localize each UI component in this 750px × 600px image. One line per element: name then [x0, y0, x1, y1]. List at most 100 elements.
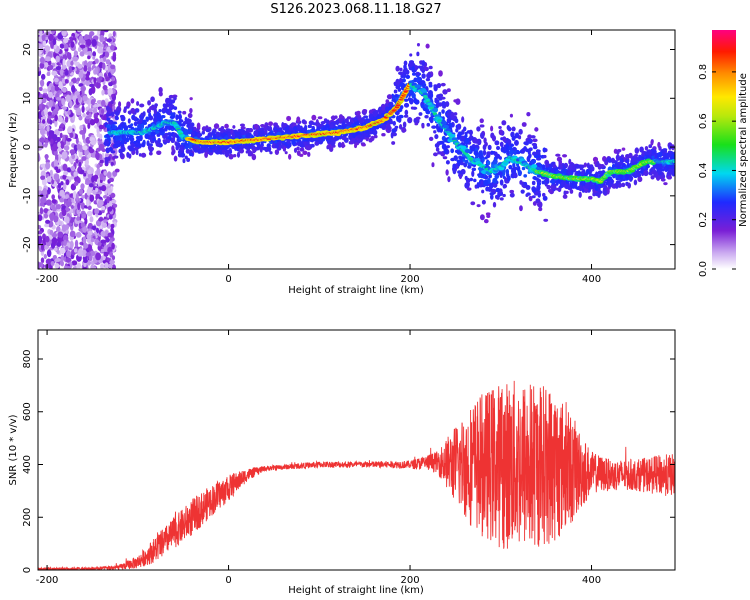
spectrogram-halo-cell	[153, 107, 158, 115]
spectrogram-noise-cell	[86, 62, 92, 69]
spectrogram-halo-cell	[362, 108, 368, 114]
spectrogram-noise-cell	[41, 97, 47, 104]
spectrogram-ridge-cell	[440, 120, 447, 125]
spectrogram-noise-cell	[64, 79, 69, 84]
spectrogram-halo-cell	[142, 111, 146, 117]
spectrogram-halo-cell	[580, 170, 585, 175]
spectrogram-halo-cell	[531, 142, 537, 147]
spectrogram-halo-cell	[450, 114, 455, 119]
spectrogram-halo-cell	[461, 116, 465, 123]
spectrogram-halo-cell	[150, 96, 155, 103]
spectrogram-halo-cell	[420, 104, 426, 109]
spectrogram-halo-cell	[186, 118, 192, 124]
spectrogram-noise-cell	[100, 230, 106, 237]
spectrogram-halo-cell	[455, 98, 461, 105]
spectrogram-halo-cell	[310, 143, 315, 148]
spectrogram-halo-cell	[531, 180, 536, 186]
spectrogram-noise-cell	[87, 55, 91, 60]
spectrogram-noise-cell	[62, 174, 67, 180]
spectrogram-halo-cell	[130, 123, 134, 127]
spectrogram-halo-cell	[111, 93, 115, 98]
spectrogram-halo-cell	[485, 212, 491, 216]
spectrogram-halo-cell	[481, 157, 485, 163]
spectrogram-noise-cell	[53, 159, 58, 166]
spectrogram-noise-cell	[51, 232, 58, 238]
spectrogram-noise-cell	[49, 169, 53, 176]
spectrogram-noise-cell	[75, 136, 79, 145]
spectrogram-halo-cell	[424, 115, 429, 119]
spectrogram-halo-cell	[395, 65, 400, 72]
spectrogram-noise-cell	[41, 110, 45, 117]
spectrogram-halo-cell	[660, 178, 666, 182]
spectrogram-halo-cell	[452, 163, 457, 169]
spectrogram-noise-cell	[79, 188, 84, 195]
spectrogram-noise-cell	[77, 250, 83, 257]
spectrogram-halo-cell	[479, 214, 485, 221]
spectrogram-halo-cell	[491, 135, 497, 142]
spectrogram-noise-cell	[59, 189, 65, 197]
spectrogram-halo-cell	[402, 121, 407, 128]
spectrogram-noise-cell	[81, 213, 86, 219]
spectrogram-noise-cell	[42, 39, 47, 47]
spectrogram-halo-cell	[497, 191, 501, 198]
spectrogram-halo-cell	[403, 98, 409, 102]
spectrogram-noise-cell	[63, 145, 70, 151]
spectrogram-halo-cell	[162, 103, 167, 108]
spectrogram-halo-cell	[441, 145, 447, 149]
spectrogram-halo-cell	[562, 194, 568, 199]
spectrogram-noise-cell	[81, 249, 87, 258]
spectrogram-halo-cell	[208, 149, 214, 153]
spectrogram-halo-cell	[368, 139, 373, 143]
spectrogram-halo-cell	[488, 174, 492, 179]
spectrogram-halo-cell	[126, 151, 130, 158]
spectrogram-noise-cell	[41, 115, 47, 121]
spectrogram-noise-cell	[51, 194, 55, 200]
spectrogram-noise-cell	[59, 69, 65, 76]
spectrogram-halo-cell	[175, 114, 179, 121]
spectrogram-noise-cell	[44, 223, 50, 228]
spectrogram-noise-cell	[55, 55, 60, 63]
spectrogram-halo-cell	[399, 67, 403, 72]
spectrogram-noise-cell	[83, 60, 88, 67]
spectrogram-noise-cell	[88, 88, 93, 96]
spectrogram-noise-cell	[108, 177, 114, 182]
spectrogram-noise-cell	[49, 229, 54, 236]
spectrogram-halo-cell	[346, 116, 352, 120]
spectrogram-halo-cell	[438, 93, 444, 98]
spectrogram-halo-cell	[634, 147, 640, 154]
spectrogram-halo-cell	[592, 156, 598, 163]
spectrogram-noise-cell	[75, 158, 79, 164]
spectrogram-noise-cell	[90, 238, 95, 243]
spectrogram-noise-cell	[66, 137, 72, 142]
spectrogram-halo-cell	[121, 146, 126, 153]
spectrogram-noise-cell	[53, 86, 60, 91]
spectrogram-halo-cell	[160, 114, 166, 119]
spectrogram-halo-cell	[502, 193, 506, 198]
spectrogram-noise-cell	[55, 104, 59, 111]
spectrogram-noise-cell	[67, 168, 72, 173]
spectrogram-halo-cell	[205, 128, 211, 133]
spectrogram-noise-cell	[62, 134, 66, 143]
spectrogram-noise-cell	[67, 127, 73, 134]
spectrogram-noise-cell	[47, 111, 52, 116]
spectrogram-noise-cell	[50, 85, 55, 94]
spectrogram-halo-cell	[408, 60, 415, 65]
spectrogram-noise-cell	[100, 186, 104, 191]
spectrogram-halo-cell	[148, 111, 152, 119]
spectrogram-halo-cell	[525, 193, 529, 198]
spectrogram-noise-cell	[55, 96, 62, 101]
spectrogram-halo-cell	[458, 174, 463, 180]
spectrogram-halo-cell	[119, 152, 124, 158]
spectrogram-noise-cell	[111, 242, 115, 250]
spectrogram-noise-cell	[99, 133, 103, 140]
spectrogram-halo-cell	[509, 113, 513, 118]
spectrogram-halo-cell	[460, 135, 466, 141]
spectrogram-noise-cell	[96, 163, 101, 170]
spectrogram-halo-cell	[578, 184, 583, 192]
spectrogram-noise-cell	[42, 188, 48, 196]
spectrogram-halo-cell	[555, 153, 561, 157]
spectrogram-halo-cell	[523, 181, 528, 186]
spectrogram-noise-cell	[41, 178, 47, 186]
spectrogram-noise-cell	[75, 193, 79, 201]
spectrogram-halo-cell	[114, 145, 119, 149]
